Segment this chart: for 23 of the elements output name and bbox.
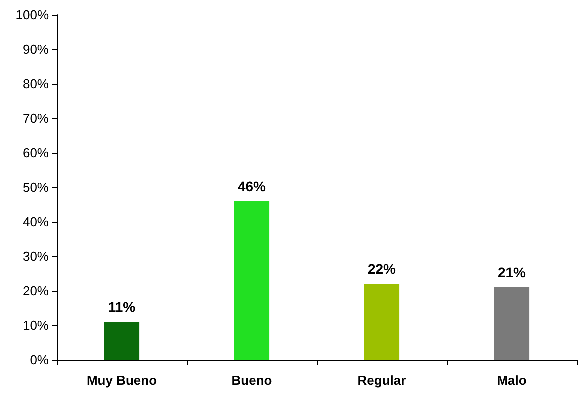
y-tick-label: 80% <box>22 76 50 92</box>
y-tick-label: 90% <box>22 42 50 57</box>
x-tick-label: Regular <box>358 373 406 388</box>
x-tick-label: Bueno <box>232 373 272 388</box>
data-label: 22% <box>368 261 397 278</box>
data-label: 46% <box>238 178 267 194</box>
y-tick-label: 30% <box>22 249 50 264</box>
bar <box>234 201 270 360</box>
data-label: 11% <box>108 299 136 316</box>
x-tick-label: Malo <box>497 373 527 388</box>
data-label: 21% <box>498 264 527 281</box>
y-tick-label: 40% <box>22 214 50 230</box>
x-tick-label: Muy Bueno <box>86 373 158 388</box>
y-tick-label: 60% <box>22 146 50 160</box>
bar <box>364 284 400 360</box>
y-tick-label: 20% <box>22 284 50 298</box>
y-tick-label: 50% <box>22 180 50 195</box>
y-tick-label: 10% <box>22 318 50 333</box>
bar <box>104 322 140 360</box>
y-tick-label: 70% <box>22 111 50 126</box>
bar <box>494 288 530 360</box>
y-tick-label: 0% <box>30 352 50 368</box>
y-tick-label: 100% <box>16 8 50 22</box>
